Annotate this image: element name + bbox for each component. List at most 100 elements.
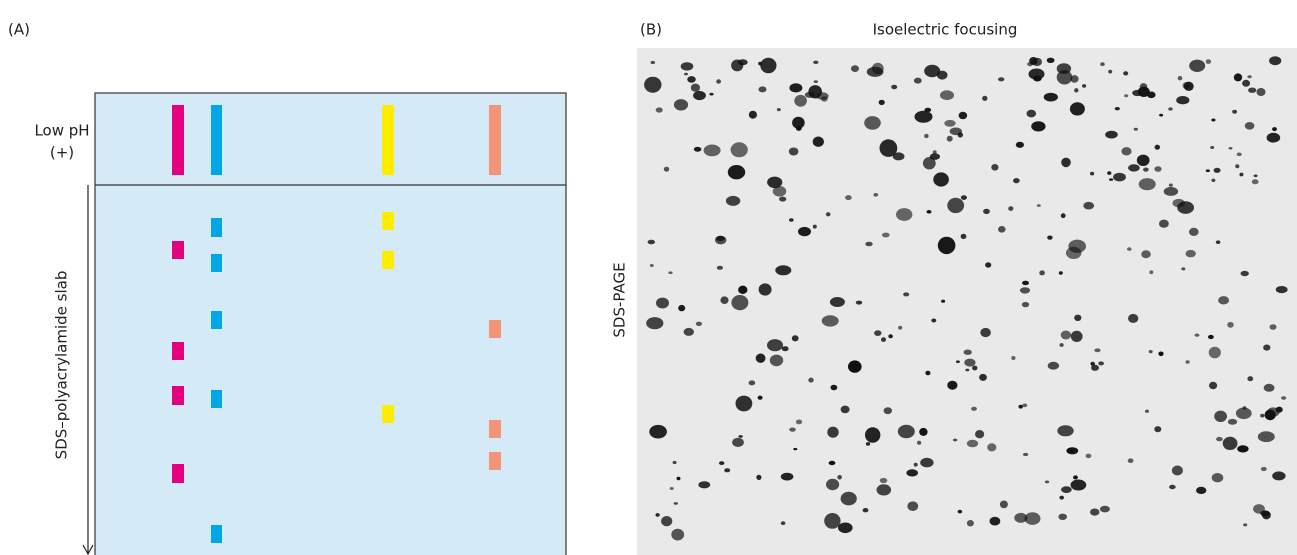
spot: [924, 133, 929, 139]
spot: [924, 107, 932, 113]
spot: [812, 224, 817, 229]
spot: [920, 457, 934, 468]
spot: [975, 430, 985, 439]
spot: [917, 440, 922, 445]
spot: [913, 462, 918, 467]
spot: [964, 358, 976, 367]
panel-label: (A): [8, 21, 30, 39]
spot: [929, 153, 941, 160]
spot: [825, 212, 831, 217]
spot: [1108, 69, 1113, 74]
spot: [946, 135, 953, 142]
spot: [758, 86, 767, 93]
spot: [1227, 321, 1234, 328]
spot: [1127, 458, 1134, 464]
spot: [865, 442, 871, 446]
spot: [676, 476, 681, 481]
spot: [1216, 436, 1223, 442]
spot: [998, 226, 1006, 233]
spot: [1242, 406, 1247, 410]
spot: [840, 491, 857, 506]
spot: [966, 439, 979, 448]
spot: [1159, 113, 1164, 117]
spot: [772, 186, 787, 197]
spot: [1211, 473, 1224, 483]
spot: [680, 62, 694, 71]
spot: [1107, 171, 1112, 175]
spot: [655, 107, 663, 113]
spot: [1236, 152, 1242, 157]
spot: [989, 516, 1001, 526]
spot: [881, 337, 886, 342]
spot: [1059, 495, 1064, 500]
spot: [957, 132, 963, 138]
panel-title: Isoelectric focusing: [873, 21, 1018, 39]
spot: [1154, 426, 1162, 433]
spot: [1141, 250, 1151, 259]
spot: [673, 99, 689, 111]
spot: [1061, 486, 1072, 493]
spot: [1058, 513, 1067, 520]
spot: [955, 360, 960, 364]
axis-label: SDS-PAGE: [611, 262, 629, 337]
spot: [1235, 164, 1240, 169]
spot: [926, 210, 932, 214]
spot: [1247, 75, 1252, 79]
spot: [1213, 167, 1221, 173]
spot: [1132, 89, 1143, 97]
spot: [748, 380, 756, 386]
spot: [1272, 127, 1277, 132]
spot: [830, 384, 838, 391]
spot: [1163, 186, 1179, 196]
gel-spots: [644, 56, 1288, 541]
spot: [1070, 479, 1087, 491]
spot: [668, 271, 673, 275]
spot: [907, 501, 919, 512]
spot: [1047, 235, 1053, 240]
spot: [958, 111, 968, 120]
spot: [1256, 88, 1266, 96]
spot: [673, 502, 678, 505]
spot: [828, 460, 836, 466]
spot: [829, 297, 845, 307]
spot: [1181, 267, 1186, 271]
spot: [669, 487, 674, 490]
spot: [1109, 178, 1114, 181]
spot: [1251, 179, 1259, 185]
spot: [1227, 418, 1238, 425]
spot: [824, 513, 841, 529]
spot: [1138, 178, 1156, 191]
spot: [1056, 70, 1073, 85]
spot: [1185, 249, 1196, 258]
spot: [952, 438, 958, 442]
spot: [1267, 407, 1280, 417]
spot: [727, 165, 746, 180]
spot: [779, 196, 787, 202]
spot: [1228, 147, 1233, 150]
spot: [987, 443, 997, 452]
spot: [999, 500, 1008, 509]
axis-label: SDS–polyacrylamide slab: [53, 271, 71, 460]
spot: [1232, 109, 1238, 114]
spot: [1022, 403, 1028, 408]
spot: [1070, 75, 1079, 83]
panel-label: (B): [640, 21, 662, 39]
spot: [947, 380, 958, 390]
spot: [1015, 141, 1024, 148]
spot: [1090, 171, 1095, 176]
spot: [812, 136, 824, 147]
spot: [1028, 68, 1045, 80]
spot: [1074, 314, 1082, 321]
spot: [1215, 240, 1221, 244]
spot: [888, 334, 893, 339]
spot: [1100, 62, 1105, 67]
spot: [671, 528, 685, 541]
spot: [1154, 144, 1161, 150]
spot: [672, 460, 677, 465]
spot: [1159, 219, 1169, 228]
spot: [760, 57, 777, 74]
spot: [1257, 431, 1275, 443]
spot: [1058, 271, 1063, 275]
spot: [1253, 504, 1265, 514]
spot: [1243, 523, 1248, 527]
